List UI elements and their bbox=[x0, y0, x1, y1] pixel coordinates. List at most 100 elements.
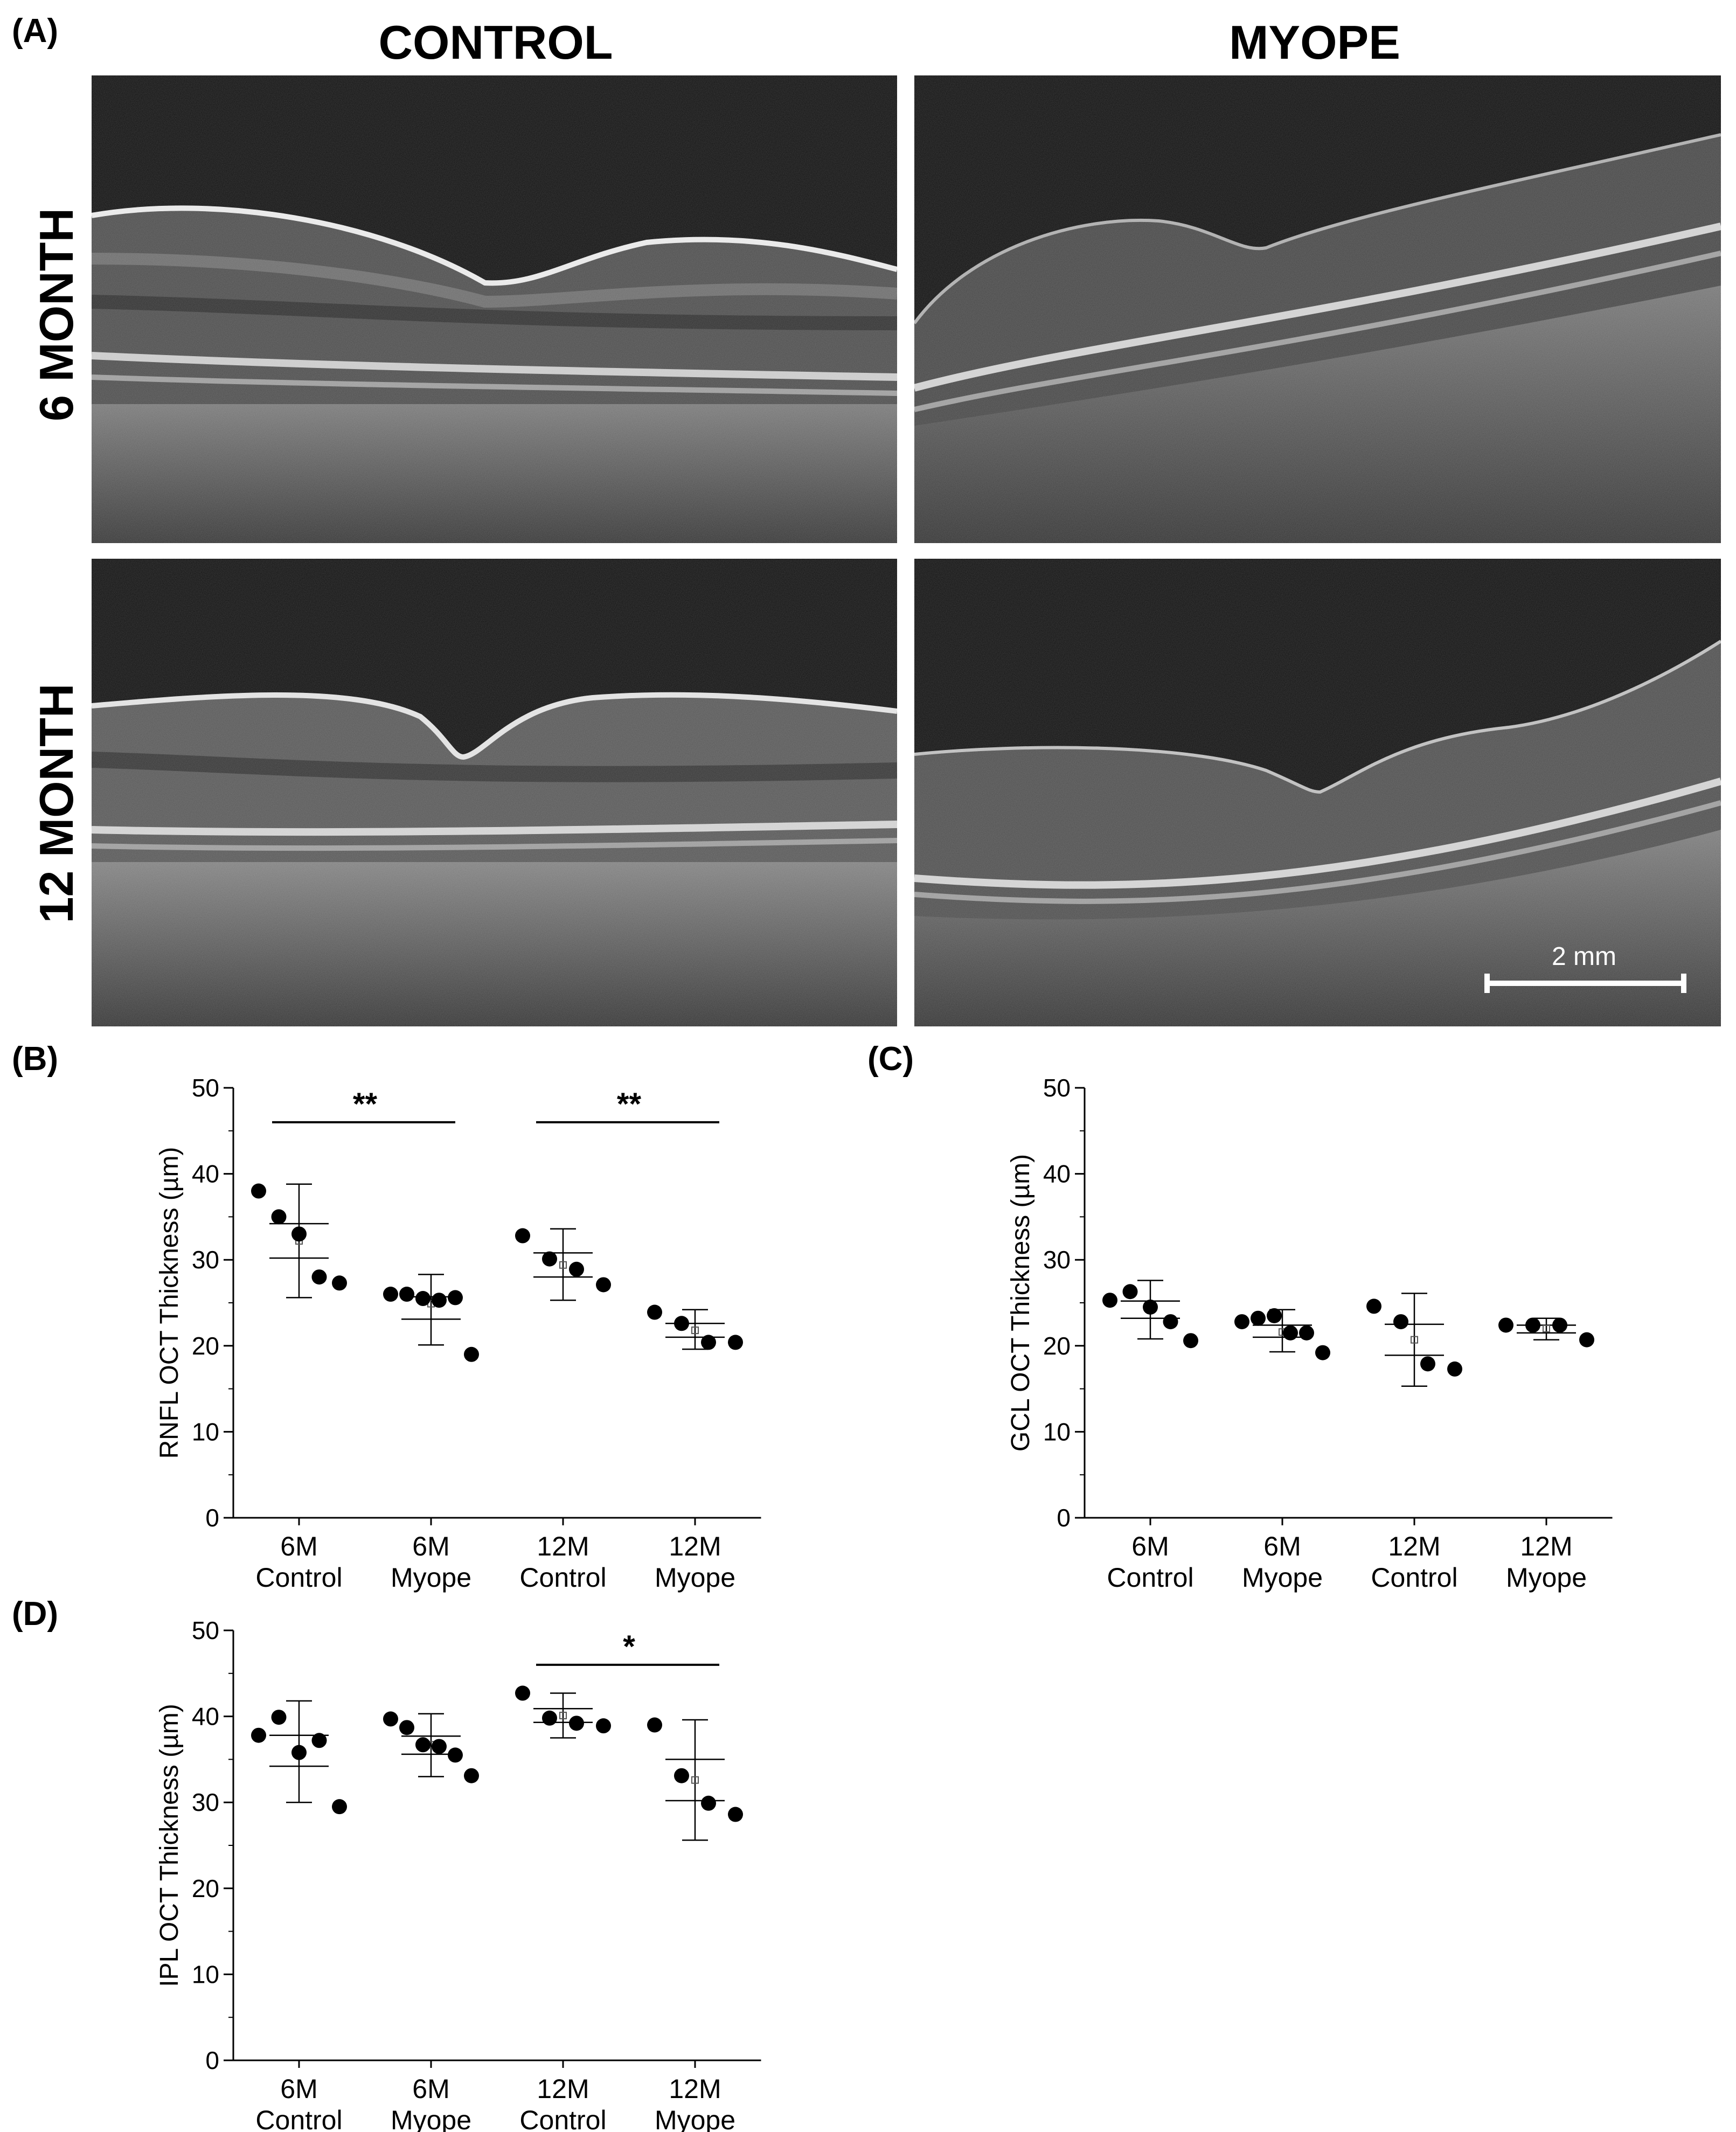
data-point bbox=[251, 1183, 266, 1199]
x-tick-label-line2: Control bbox=[1371, 1562, 1457, 1593]
y-tick-label: 10 bbox=[192, 1418, 219, 1446]
y-tick-label: 50 bbox=[192, 1074, 219, 1102]
y-tick-label: 40 bbox=[192, 1160, 219, 1188]
oct-image-6m-control bbox=[92, 75, 897, 543]
data-point bbox=[1525, 1317, 1540, 1333]
data-point bbox=[271, 1710, 287, 1725]
data-point bbox=[515, 1685, 530, 1701]
data-point bbox=[1315, 1345, 1330, 1360]
data-point bbox=[569, 1261, 584, 1277]
panel-c-label: (C) bbox=[867, 1040, 914, 1078]
y-axis-label: GCL OCT Thickness (µm) bbox=[1006, 1154, 1035, 1452]
data-point bbox=[596, 1718, 611, 1734]
y-tick-label: 0 bbox=[1057, 1504, 1071, 1532]
y-tick-label: 30 bbox=[192, 1246, 219, 1274]
x-tick-label-line1: 12M bbox=[537, 2074, 589, 2104]
x-tick-label-line1: 6M bbox=[280, 1531, 317, 1561]
data-point bbox=[1143, 1299, 1158, 1315]
y-axis-label: RNFL OCT Thickness (µm) bbox=[155, 1147, 184, 1459]
y-tick-label: 0 bbox=[205, 1504, 219, 1532]
x-tick-label-line1: 6M bbox=[412, 1531, 449, 1561]
data-point bbox=[1447, 1361, 1462, 1377]
oct-image-6m-myope bbox=[914, 75, 1721, 543]
x-tick-label-line1: 12M bbox=[1388, 1531, 1440, 1561]
data-point bbox=[383, 1711, 398, 1727]
x-tick-label-line1: 6M bbox=[280, 2074, 317, 2104]
oct-image-12m-control bbox=[92, 559, 897, 1026]
panel-a-label: (A) bbox=[12, 12, 59, 50]
data-point bbox=[311, 1733, 327, 1748]
mean-marker bbox=[691, 1776, 699, 1784]
y-tick-label: 20 bbox=[1043, 1332, 1071, 1360]
data-point bbox=[271, 1209, 287, 1225]
data-point bbox=[1552, 1317, 1567, 1333]
data-point bbox=[432, 1293, 447, 1308]
data-point bbox=[647, 1304, 662, 1320]
significance-label: * bbox=[623, 1629, 635, 1664]
x-tick-label-line1: 12M bbox=[1520, 1531, 1572, 1561]
data-point bbox=[728, 1335, 743, 1350]
data-point bbox=[1183, 1333, 1198, 1349]
scale-bar bbox=[1484, 974, 1686, 993]
oct-image-grid bbox=[92, 75, 1721, 1026]
data-point bbox=[1299, 1325, 1314, 1341]
x-tick-label-line2: Control bbox=[1107, 1562, 1193, 1593]
data-point bbox=[291, 1745, 307, 1760]
data-point bbox=[399, 1720, 414, 1735]
y-tick-label: 50 bbox=[192, 1616, 219, 1644]
mean-marker bbox=[1543, 1324, 1550, 1332]
x-tick-label-line2: Myope bbox=[1506, 1562, 1587, 1593]
data-point bbox=[701, 1795, 716, 1811]
x-tick-label-line2: Myope bbox=[391, 1562, 471, 1593]
data-point bbox=[332, 1799, 347, 1815]
data-point bbox=[1251, 1310, 1266, 1326]
data-point bbox=[1267, 1308, 1282, 1323]
data-point bbox=[415, 1291, 430, 1307]
data-point bbox=[1579, 1332, 1594, 1348]
data-point bbox=[701, 1335, 716, 1350]
x-tick-label-line2: Myope bbox=[391, 2105, 471, 2132]
y-tick-label: 10 bbox=[1043, 1418, 1071, 1446]
data-point bbox=[1393, 1314, 1408, 1330]
data-point bbox=[464, 1768, 479, 1783]
data-point bbox=[464, 1346, 479, 1362]
y-tick-label: 30 bbox=[1043, 1246, 1071, 1274]
data-point bbox=[596, 1277, 611, 1293]
panel-b-label: (B) bbox=[12, 1040, 59, 1078]
column-header-control: CONTROL bbox=[378, 16, 613, 69]
panel-d-label: (D) bbox=[12, 1595, 59, 1633]
data-point bbox=[383, 1287, 398, 1302]
data-point bbox=[332, 1275, 347, 1291]
x-tick-label-line1: 12M bbox=[669, 2074, 721, 2104]
y-tick-label: 10 bbox=[192, 1960, 219, 1988]
y-axis-label: IPL OCT Thickness (µm) bbox=[155, 1704, 184, 1987]
x-tick-label-line2: Myope bbox=[655, 1562, 735, 1593]
data-point bbox=[291, 1226, 307, 1242]
x-tick-label-line2: Myope bbox=[655, 2105, 735, 2132]
mean-marker bbox=[559, 1261, 567, 1269]
x-tick-label-line2: Control bbox=[519, 2105, 606, 2132]
mean-marker bbox=[691, 1327, 699, 1335]
y-tick-label: 20 bbox=[192, 1874, 219, 1902]
y-tick-label: 40 bbox=[1043, 1160, 1071, 1188]
data-point bbox=[542, 1251, 557, 1267]
data-point bbox=[415, 1737, 430, 1753]
data-point bbox=[569, 1716, 584, 1731]
data-point bbox=[647, 1717, 662, 1733]
data-point bbox=[251, 1727, 266, 1743]
x-tick-label-line2: Control bbox=[255, 1562, 342, 1593]
data-point bbox=[1163, 1314, 1178, 1330]
y-tick-label: 30 bbox=[192, 1788, 219, 1816]
significance-label: ** bbox=[617, 1087, 642, 1122]
data-point bbox=[432, 1739, 447, 1754]
data-point bbox=[1283, 1325, 1298, 1341]
significance-label: ** bbox=[353, 1087, 378, 1122]
data-point bbox=[311, 1269, 327, 1285]
x-tick-label-line1: 6M bbox=[1131, 1531, 1169, 1561]
y-tick-label: 50 bbox=[1043, 1074, 1071, 1102]
oct-image-12m-myope bbox=[914, 559, 1721, 1026]
data-point bbox=[1420, 1356, 1435, 1372]
